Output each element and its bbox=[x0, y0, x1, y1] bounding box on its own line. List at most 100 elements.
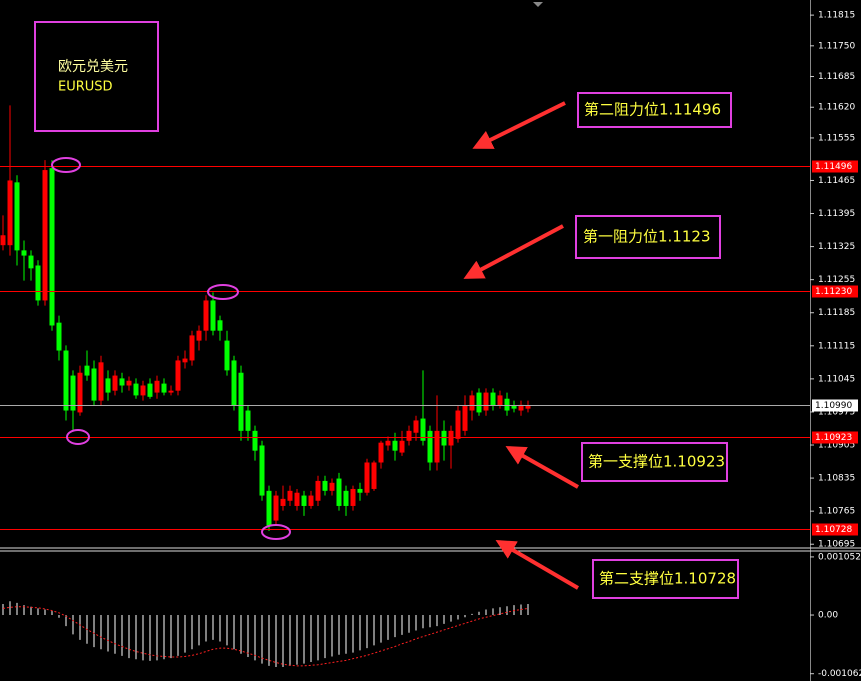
candle-body bbox=[196, 330, 202, 341]
candle-body bbox=[511, 405, 517, 409]
level-label-bg bbox=[812, 523, 858, 536]
candle-body bbox=[224, 340, 230, 371]
candle-body bbox=[77, 372, 83, 413]
candle-body bbox=[406, 430, 412, 441]
annotation: 第一阻力位1.1123 bbox=[583, 228, 711, 246]
y-tick-label: 1.11395 bbox=[818, 209, 855, 219]
annotation-box bbox=[581, 442, 728, 482]
annotation: 第二阻力位1.11496 bbox=[584, 101, 721, 119]
annotation: 第二支撑位1.10728 bbox=[599, 570, 736, 588]
candle-body bbox=[336, 478, 342, 506]
y-tick-label: 1.11115 bbox=[818, 341, 855, 351]
candle-body bbox=[140, 385, 146, 396]
candle-body bbox=[357, 488, 363, 493]
candle-body bbox=[203, 300, 209, 331]
plot-area: 1.11815 1.11750 1.11685 1.11620 1.11555 1.114… bbox=[0, 11, 861, 679]
y-tick-label: 1.11750 bbox=[818, 41, 855, 51]
candle-body bbox=[161, 383, 167, 393]
candle-body bbox=[56, 322, 62, 351]
candle-body bbox=[42, 170, 48, 301]
candle-body bbox=[154, 380, 160, 393]
candle-body bbox=[371, 462, 377, 489]
candle-body bbox=[28, 255, 34, 269]
level-label-bg bbox=[812, 160, 858, 173]
candle-body bbox=[462, 405, 468, 431]
candle-body bbox=[420, 418, 426, 441]
candle-body bbox=[497, 395, 503, 406]
candle-body bbox=[21, 250, 27, 256]
candle-body bbox=[91, 368, 97, 401]
candle-body bbox=[280, 498, 286, 506]
level-label: 1.10728 bbox=[815, 525, 852, 535]
arrow bbox=[505, 446, 579, 489]
candle-body bbox=[84, 365, 90, 376]
current-price-label: 1.10990 bbox=[815, 401, 852, 411]
shift-marker bbox=[533, 2, 543, 7]
title-box bbox=[34, 21, 159, 132]
y-tick-label: 1.10695 bbox=[818, 540, 855, 550]
y-tick-label: 1.11045 bbox=[818, 374, 855, 384]
annotation-box bbox=[592, 559, 739, 599]
y-tick-label: 1.11620 bbox=[818, 103, 855, 113]
candle-body bbox=[413, 420, 419, 433]
arrow bbox=[495, 539, 580, 590]
candle-body bbox=[434, 430, 440, 463]
candle-body bbox=[294, 492, 300, 506]
candle-body bbox=[231, 360, 237, 406]
candle-body bbox=[35, 265, 41, 301]
y-tick-label: 1.10765 bbox=[818, 507, 855, 517]
y-tick-label: -0.001062 bbox=[818, 669, 861, 679]
candle-body bbox=[469, 395, 475, 411]
current-price-bg bbox=[812, 399, 858, 412]
candle-body bbox=[273, 495, 279, 521]
candle-body bbox=[168, 390, 174, 393]
chart-title: 欧元兑美元 bbox=[58, 59, 128, 75]
y-tick-label: 1.11255 bbox=[818, 275, 855, 285]
candle-body bbox=[490, 392, 496, 406]
candle-body bbox=[315, 480, 321, 501]
candle-body bbox=[308, 495, 314, 506]
highlight-ellipse bbox=[51, 157, 81, 173]
candle-body bbox=[287, 490, 293, 501]
y-tick-label: 0.00 bbox=[818, 611, 838, 621]
annotations: 欧元兑美元 EURUSD 第二阻力位1.11496 第一阻力位1.1123 第一… bbox=[34, 21, 739, 599]
annotation-box bbox=[577, 92, 732, 128]
candle-body bbox=[301, 495, 307, 506]
y-tick-label: 1.11325 bbox=[818, 242, 855, 252]
candle-body bbox=[392, 440, 398, 451]
candle-body bbox=[476, 392, 482, 413]
highlight-ellipse bbox=[66, 429, 90, 445]
annotation: 第一支撑位1.10923 bbox=[588, 453, 725, 471]
candle-body bbox=[70, 375, 76, 411]
highlight-ellipse bbox=[261, 524, 291, 540]
candle-body bbox=[322, 480, 328, 491]
chart-subtitle: EURUSD bbox=[58, 80, 113, 95]
candle-body bbox=[238, 372, 244, 431]
candle-body bbox=[259, 445, 265, 496]
y-tick-label: 1.11185 bbox=[818, 308, 855, 318]
candle-body bbox=[63, 350, 69, 411]
candle-body bbox=[525, 405, 531, 409]
candle-body bbox=[119, 378, 125, 386]
candle-body bbox=[245, 410, 251, 431]
level-label: 1.10923 bbox=[815, 433, 852, 443]
candle-body bbox=[252, 430, 258, 451]
candle-body bbox=[441, 430, 447, 446]
signal-line bbox=[2, 606, 529, 667]
candle-body bbox=[378, 442, 384, 463]
highlight-ellipse bbox=[207, 284, 239, 300]
candle-body bbox=[427, 430, 433, 463]
y-tick-label: 1.10975 bbox=[818, 407, 855, 417]
candle-body bbox=[126, 380, 132, 386]
candle-body bbox=[105, 378, 111, 393]
y-tick-label: 0.001052 bbox=[818, 552, 861, 562]
candle-body bbox=[175, 360, 181, 391]
candle-body bbox=[266, 490, 272, 526]
arrow bbox=[472, 101, 566, 149]
candle-body bbox=[133, 383, 139, 396]
candle-body bbox=[364, 462, 370, 493]
y-tick-label: 1.11815 bbox=[818, 11, 855, 21]
candle-body bbox=[504, 398, 510, 411]
candle-body bbox=[329, 482, 335, 491]
candle-body bbox=[385, 440, 391, 446]
